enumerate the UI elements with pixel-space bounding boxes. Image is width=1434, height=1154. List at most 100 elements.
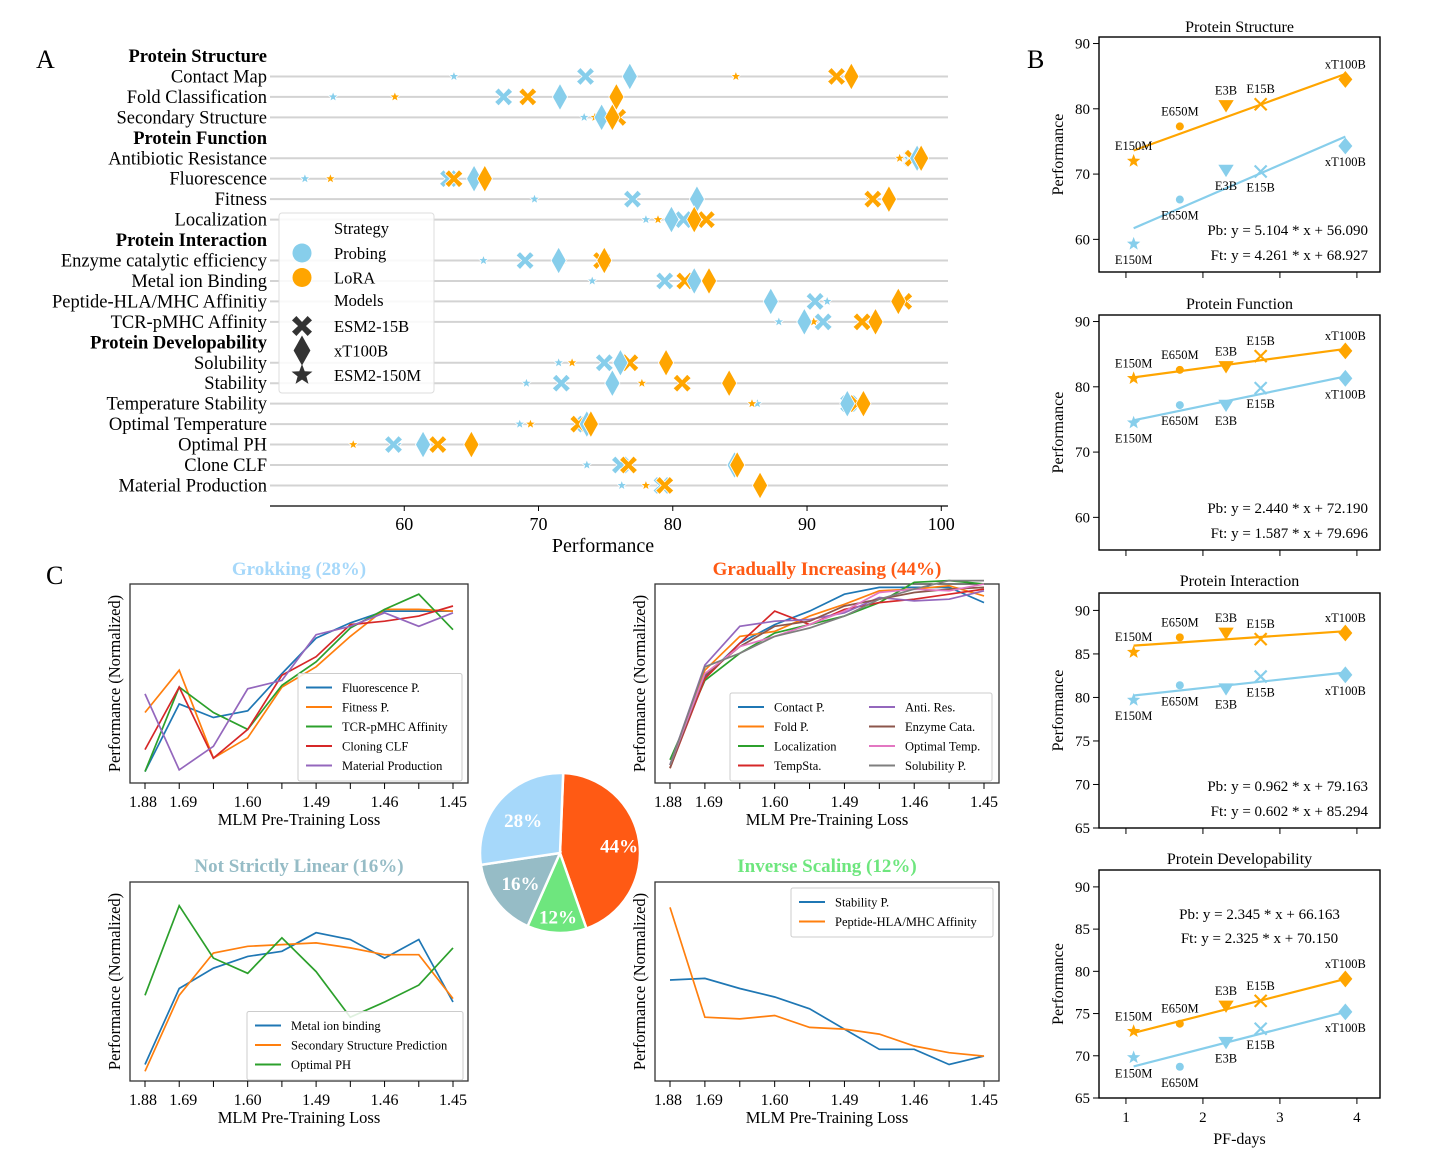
x-axis-title: MLM Pre-Training Loss [746, 810, 909, 829]
point-label: E15B [1246, 1038, 1274, 1052]
x-tick-label: 1.46 [371, 1092, 399, 1109]
y-tick-label: 85 [1075, 647, 1090, 663]
point-label: E3B [1215, 1051, 1237, 1065]
marker-probing-xt100b [612, 348, 629, 378]
marker-probing-esm150m [298, 172, 312, 185]
legend-box [278, 212, 435, 394]
point-probing-xT100B [1338, 666, 1353, 684]
legend-label: Localization [774, 740, 837, 754]
marker-lora-esm150m [639, 478, 653, 491]
x-tick-label: 100 [928, 514, 955, 534]
loss-subplot-3: Inverse Scaling (12%) 1.88 1.69 1.60 1.49 1.4… [630, 856, 1000, 1127]
point-label: E150M [1115, 139, 1153, 153]
pie-label-0: 44% [600, 837, 638, 858]
scaling-subplot-3: Protein Developability 65 70 75 80 85 90 1 2 3 4 Pe… [1050, 851, 1381, 1148]
marker-probing-esm150m [577, 110, 591, 123]
point-label: E3B [1215, 179, 1237, 193]
marker-probing-esm150m [580, 458, 594, 471]
marker-probing-esm15b [655, 271, 675, 291]
point-probing-E650M [1175, 1062, 1184, 1071]
x-tick-label: 1.60 [234, 794, 262, 811]
pie-slice-3 [478, 771, 565, 867]
marker-probing-esm150m [639, 212, 653, 225]
point-probing-E15B [1253, 381, 1268, 395]
legend-label: Material Production [342, 759, 443, 773]
marker-probing-xt100b [415, 430, 432, 459]
marker-probing-esm150m [615, 478, 629, 491]
fit-line-probing [1133, 375, 1346, 422]
task-label: Stability [204, 374, 267, 394]
marker-lora-xt100b [855, 389, 872, 418]
probing-equation: Pb: y = 2.440 * x + 72.190 [1207, 501, 1368, 517]
y-tick-label: 60 [1075, 510, 1090, 526]
point-label: E650M [1161, 104, 1199, 118]
x-tick-label: 1.46 [900, 1092, 928, 1109]
plot-frame [1098, 592, 1381, 829]
plot-frame [654, 583, 1000, 784]
subplot-title: Protein Interaction [1180, 573, 1300, 590]
marker-lora-esm150m [745, 397, 759, 410]
point-probing-E15B [1253, 164, 1268, 179]
point-probing-E3B [1218, 683, 1234, 696]
series-line-1 [144, 942, 454, 1072]
marker-lora-xt100b [604, 103, 621, 132]
x-tick-label: 1.88 [654, 1092, 682, 1109]
x-axis-title: Performance [552, 535, 654, 557]
task-label: Localization [175, 211, 267, 231]
task-label: Fold Classification [127, 88, 267, 108]
subplot-title: Not Strictly Linear (16%) [194, 856, 403, 877]
point-lora-E150M [1126, 645, 1141, 658]
point-label: E15B [1246, 686, 1274, 700]
task-label: Material Production [119, 476, 267, 496]
category-header: Protein Developability [90, 333, 268, 353]
legend-label: Metal ion binding [291, 1019, 381, 1033]
marker-lora-xt100b [463, 430, 480, 459]
marker-probing-xt100b [762, 287, 779, 316]
panel-label-c: C [46, 561, 63, 590]
task-label: Fitness [215, 190, 267, 210]
x-tick-label: 1.49 [830, 794, 858, 811]
marker-probing-esm150m [528, 192, 541, 205]
fit-line-lora [1133, 630, 1346, 647]
marker-probing-esm15b [551, 373, 571, 393]
marker-lora-esm15b [672, 373, 692, 393]
point-label: xT100B [1325, 1021, 1366, 1035]
point-lora-E150M [1126, 371, 1141, 384]
point-label: E15B [1246, 617, 1274, 631]
lora-equation: Ft: y = 2.325 * x + 70.150 [1181, 931, 1338, 947]
point-label: E15B [1246, 397, 1274, 411]
point-probing-E3B [1218, 399, 1234, 413]
y-axis-title: Performance (Normalized) [630, 893, 649, 1070]
fit-line-lora [1133, 977, 1346, 1034]
subplot-title: Protein Developability [1167, 851, 1312, 868]
point-label: E650M [1161, 694, 1199, 708]
point-label: E3B [1215, 414, 1237, 428]
subplot-title: Inverse Scaling (12%) [737, 856, 916, 877]
x-tick-label: 1.49 [830, 1092, 858, 1109]
probing-equation: Pb: y = 2.345 * x + 66.163 [1179, 907, 1340, 923]
lora-equation: Ft: y = 0.602 * x + 85.294 [1211, 804, 1369, 820]
task-label: TCR-pMHC Affinity [111, 313, 268, 333]
point-lora-E15B [1253, 632, 1268, 646]
legend-box [790, 887, 994, 938]
marker-lora-xt100b [880, 184, 897, 214]
marker-lora-xt100b [476, 164, 493, 194]
y-axis-title: Performance (Normalized) [105, 893, 124, 1070]
y-axis-title: Performance [1050, 670, 1067, 752]
y-axis-title: Performance [1050, 114, 1067, 196]
marker-lora-xt100b [582, 409, 599, 439]
plot-frame [129, 583, 469, 784]
x-tick-label: 1.49 [302, 794, 330, 811]
marker-probing-xt100b [686, 266, 703, 296]
plot-frame [129, 881, 469, 1082]
marker-probing-esm15b [383, 434, 404, 455]
y-tick-label: 75 [1075, 1007, 1090, 1023]
y-tick-label: 70 [1075, 777, 1090, 793]
x-tick-label: 1.46 [371, 794, 399, 811]
point-label: E3B [1215, 345, 1237, 359]
task-label: Enzyme catalytic efficiency [61, 252, 268, 272]
marker-probing-esm15b [805, 291, 825, 311]
subplot-title: Gradually Increasing (44%) [713, 559, 942, 580]
x-tick-label: 1.45 [970, 1092, 998, 1109]
marker-lora-esm150m [346, 437, 360, 450]
